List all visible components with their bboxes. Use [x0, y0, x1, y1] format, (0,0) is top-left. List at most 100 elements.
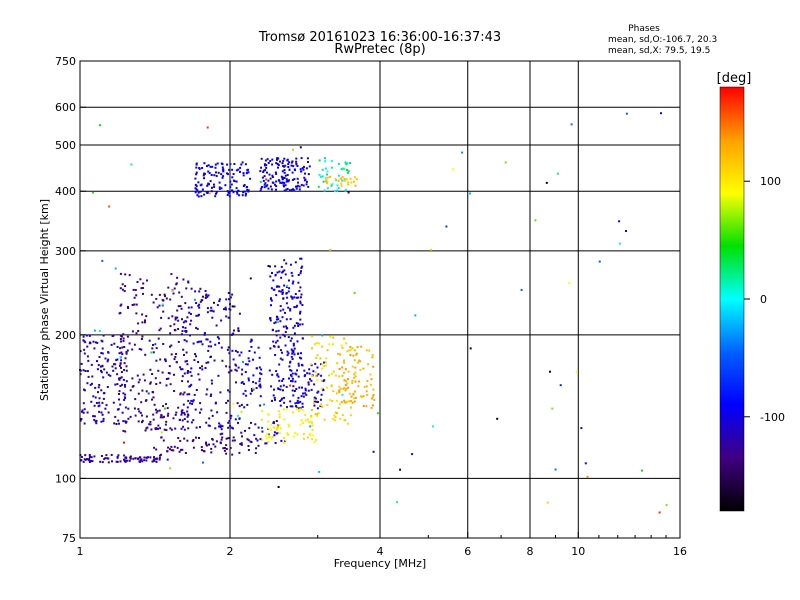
data-point	[309, 363, 312, 366]
data-point	[241, 435, 243, 438]
data-point	[83, 408, 86, 411]
data-point	[344, 161, 347, 164]
data-point	[282, 389, 284, 392]
data-point	[299, 310, 302, 313]
data-point	[326, 349, 329, 352]
data-point	[245, 394, 248, 397]
data-point	[212, 443, 215, 446]
data-point	[218, 300, 221, 303]
data-point	[119, 287, 122, 290]
data-point	[139, 459, 142, 462]
data-point	[163, 415, 165, 418]
data-point	[115, 460, 118, 463]
data-point	[267, 265, 270, 267]
data-point	[307, 185, 310, 188]
data-point	[225, 298, 228, 301]
data-point	[265, 185, 268, 188]
data-point	[281, 178, 284, 181]
data-point	[371, 356, 374, 359]
data-point	[313, 396, 316, 399]
data-point	[159, 381, 162, 384]
data-point	[238, 312, 241, 315]
data-point	[285, 262, 288, 265]
data-point	[294, 261, 297, 264]
data-point	[190, 383, 193, 386]
data-point	[293, 178, 296, 181]
data-point	[133, 407, 136, 410]
data-point	[545, 181, 548, 184]
data-point	[209, 165, 212, 168]
data-point	[206, 126, 209, 129]
x-tick-label: 16	[673, 545, 687, 558]
data-point	[211, 382, 213, 385]
data-point	[556, 172, 559, 175]
data-point	[182, 425, 185, 428]
data-point	[123, 454, 126, 457]
data-point	[163, 293, 166, 296]
data-point	[122, 420, 125, 423]
data-point	[141, 389, 144, 392]
data-point	[95, 419, 98, 422]
data-point	[276, 157, 279, 160]
data-point	[575, 370, 578, 373]
data-point	[277, 387, 280, 390]
data-point	[114, 267, 117, 270]
data-point	[259, 372, 262, 375]
data-point	[304, 419, 307, 422]
data-point	[206, 184, 209, 187]
data-point	[117, 454, 120, 457]
data-point	[141, 335, 144, 338]
data-point	[275, 432, 278, 435]
data-point	[291, 274, 294, 277]
data-point	[317, 390, 320, 393]
data-point	[298, 185, 301, 188]
data-point	[128, 342, 131, 345]
data-point	[100, 420, 103, 423]
data-point	[347, 170, 350, 173]
data-point	[554, 468, 557, 471]
data-point	[368, 349, 371, 352]
data-point	[277, 166, 279, 169]
data-point	[221, 425, 224, 428]
data-point	[291, 178, 294, 181]
data-point	[276, 271, 279, 274]
data-point	[311, 428, 314, 431]
data-point	[165, 378, 168, 380]
data-point	[247, 379, 250, 382]
data-point	[337, 162, 340, 165]
data-point	[223, 449, 226, 452]
data-point	[399, 468, 402, 471]
data-point	[133, 343, 136, 346]
data-point	[323, 189, 326, 192]
data-point	[201, 343, 204, 346]
data-point	[229, 303, 231, 306]
data-point	[91, 375, 94, 378]
data-point	[182, 326, 184, 329]
data-point	[586, 475, 589, 478]
data-point	[289, 369, 292, 372]
data-point	[293, 306, 296, 309]
data-point	[227, 371, 230, 374]
data-point	[204, 297, 207, 299]
data-point	[218, 186, 221, 189]
data-point	[227, 421, 230, 424]
data-point	[284, 344, 287, 347]
data-point	[288, 179, 290, 182]
data-point	[298, 188, 301, 191]
data-point	[222, 447, 225, 450]
data-point	[235, 187, 238, 190]
data-point	[169, 345, 171, 348]
data-point	[215, 191, 218, 194]
data-point	[107, 411, 110, 414]
data-point	[276, 285, 279, 288]
data-point	[94, 386, 97, 389]
data-point	[275, 341, 277, 344]
data-point	[340, 344, 343, 347]
data-point	[214, 427, 217, 430]
data-point	[98, 410, 101, 413]
data-point	[152, 413, 155, 416]
data-point	[172, 292, 175, 295]
data-point	[297, 296, 300, 299]
data-point	[244, 429, 246, 432]
